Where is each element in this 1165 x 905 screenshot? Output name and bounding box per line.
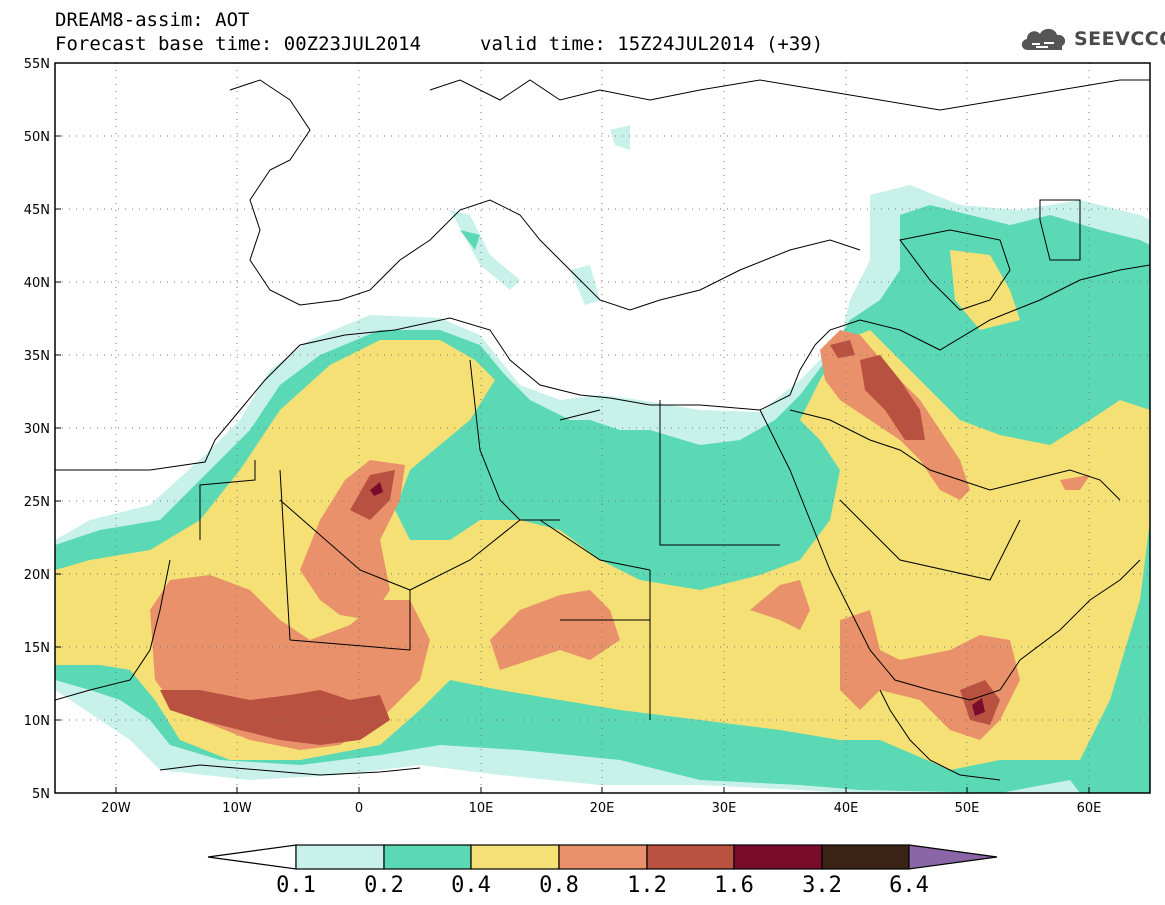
latitude-labels: 55N 50N 45N 40N 35N 30N 25N 20N 15N 10N … <box>24 57 50 802</box>
lon-label: 10W <box>222 801 252 816</box>
colorbar-arrow-low <box>207 844 297 870</box>
colorbar-segment-1.6 <box>733 844 823 870</box>
aot-contour-1.6-horn <box>972 698 985 716</box>
ticks <box>55 62 1090 794</box>
lat-label: 5N <box>32 787 50 802</box>
colorbar-segment-0.2 <box>383 844 472 870</box>
lon-label: 20E <box>590 801 615 816</box>
lat-label: 15N <box>24 641 50 656</box>
lon-label: 20W <box>101 801 131 816</box>
lat-label: 50N <box>24 130 50 145</box>
lon-label: 40E <box>834 801 859 816</box>
aot-contour-0.4-caspian <box>950 250 1020 330</box>
seevccc-logo: SEEVCCC <box>1018 24 1165 54</box>
aot-contour-1.2-sahel <box>160 690 390 745</box>
map-title: DREAM8-assim: AOT <box>55 9 250 31</box>
lat-label: 10N <box>24 714 50 729</box>
aot-contour-1.2-mali <box>350 470 395 520</box>
longitude-labels: 20W 10W 0 10E 20E 30E 40E 50E 60E <box>101 801 1101 816</box>
lat-label: 25N <box>24 495 50 510</box>
colorbar-label: 0.1 <box>276 873 316 898</box>
lat-label: 30N <box>24 422 50 437</box>
aot-contour-1.2-syria <box>830 340 855 358</box>
colorbar-label: 3.2 <box>802 873 842 898</box>
aot-contour-0.8-chad <box>490 590 620 670</box>
lat-label: 35N <box>24 349 50 364</box>
aot-contour-0.8-oman <box>1060 475 1090 490</box>
colorbar-segment-0.8 <box>558 844 648 870</box>
colorbar-label: 0.4 <box>451 873 491 898</box>
aot-contour-1.2-iraq <box>860 355 925 440</box>
lon-label: 60E <box>1077 801 1102 816</box>
cloud-icon <box>1021 28 1066 50</box>
aot-fields <box>55 125 1150 793</box>
colorbar-label: 1.2 <box>627 873 667 898</box>
aot-contour-0.1-italy <box>450 210 520 290</box>
colorbar-label: 6.4 <box>889 873 929 898</box>
coastlines <box>55 79 1150 781</box>
aot-contour-1.6-mali <box>370 482 383 496</box>
forecast-base-time: Forecast base time: 00Z23JUL2014 <box>55 33 422 55</box>
colorbar-labels: 0.1 0.2 0.4 0.8 1.2 1.6 3.2 6.4 <box>276 873 929 898</box>
lat-label: 45N <box>24 203 50 218</box>
lon-label: 10E <box>469 801 494 816</box>
aot-contour-0.2-iberia <box>460 230 480 250</box>
colorbar-segment-0.1 <box>295 844 385 870</box>
colorbar-segment-1.2 <box>646 844 735 870</box>
lat-label: 20N <box>24 568 50 583</box>
colorbar-arrow-high <box>908 844 998 870</box>
valid-time: valid time: 15Z24JUL2014 (+39) <box>480 33 824 55</box>
lon-label: 0 <box>355 801 363 816</box>
lat-label: 40N <box>24 276 50 291</box>
aot-contour-0.1-europe <box>610 125 630 150</box>
lon-label: 30E <box>712 801 737 816</box>
colorbar-segment-0.4 <box>470 844 560 870</box>
aot-contour-0.8-sudan <box>750 580 810 630</box>
colorbar-label: 1.6 <box>714 873 754 898</box>
logo-text: SEEVCCC <box>1074 28 1165 50</box>
colorbar-label: 0.2 <box>364 873 404 898</box>
lon-label: 50E <box>955 801 980 816</box>
colorbar-label: 0.8 <box>539 873 579 898</box>
colorbar <box>207 844 998 870</box>
lat-label: 55N <box>24 57 50 72</box>
colorbar-segment-3.2 <box>821 844 910 870</box>
